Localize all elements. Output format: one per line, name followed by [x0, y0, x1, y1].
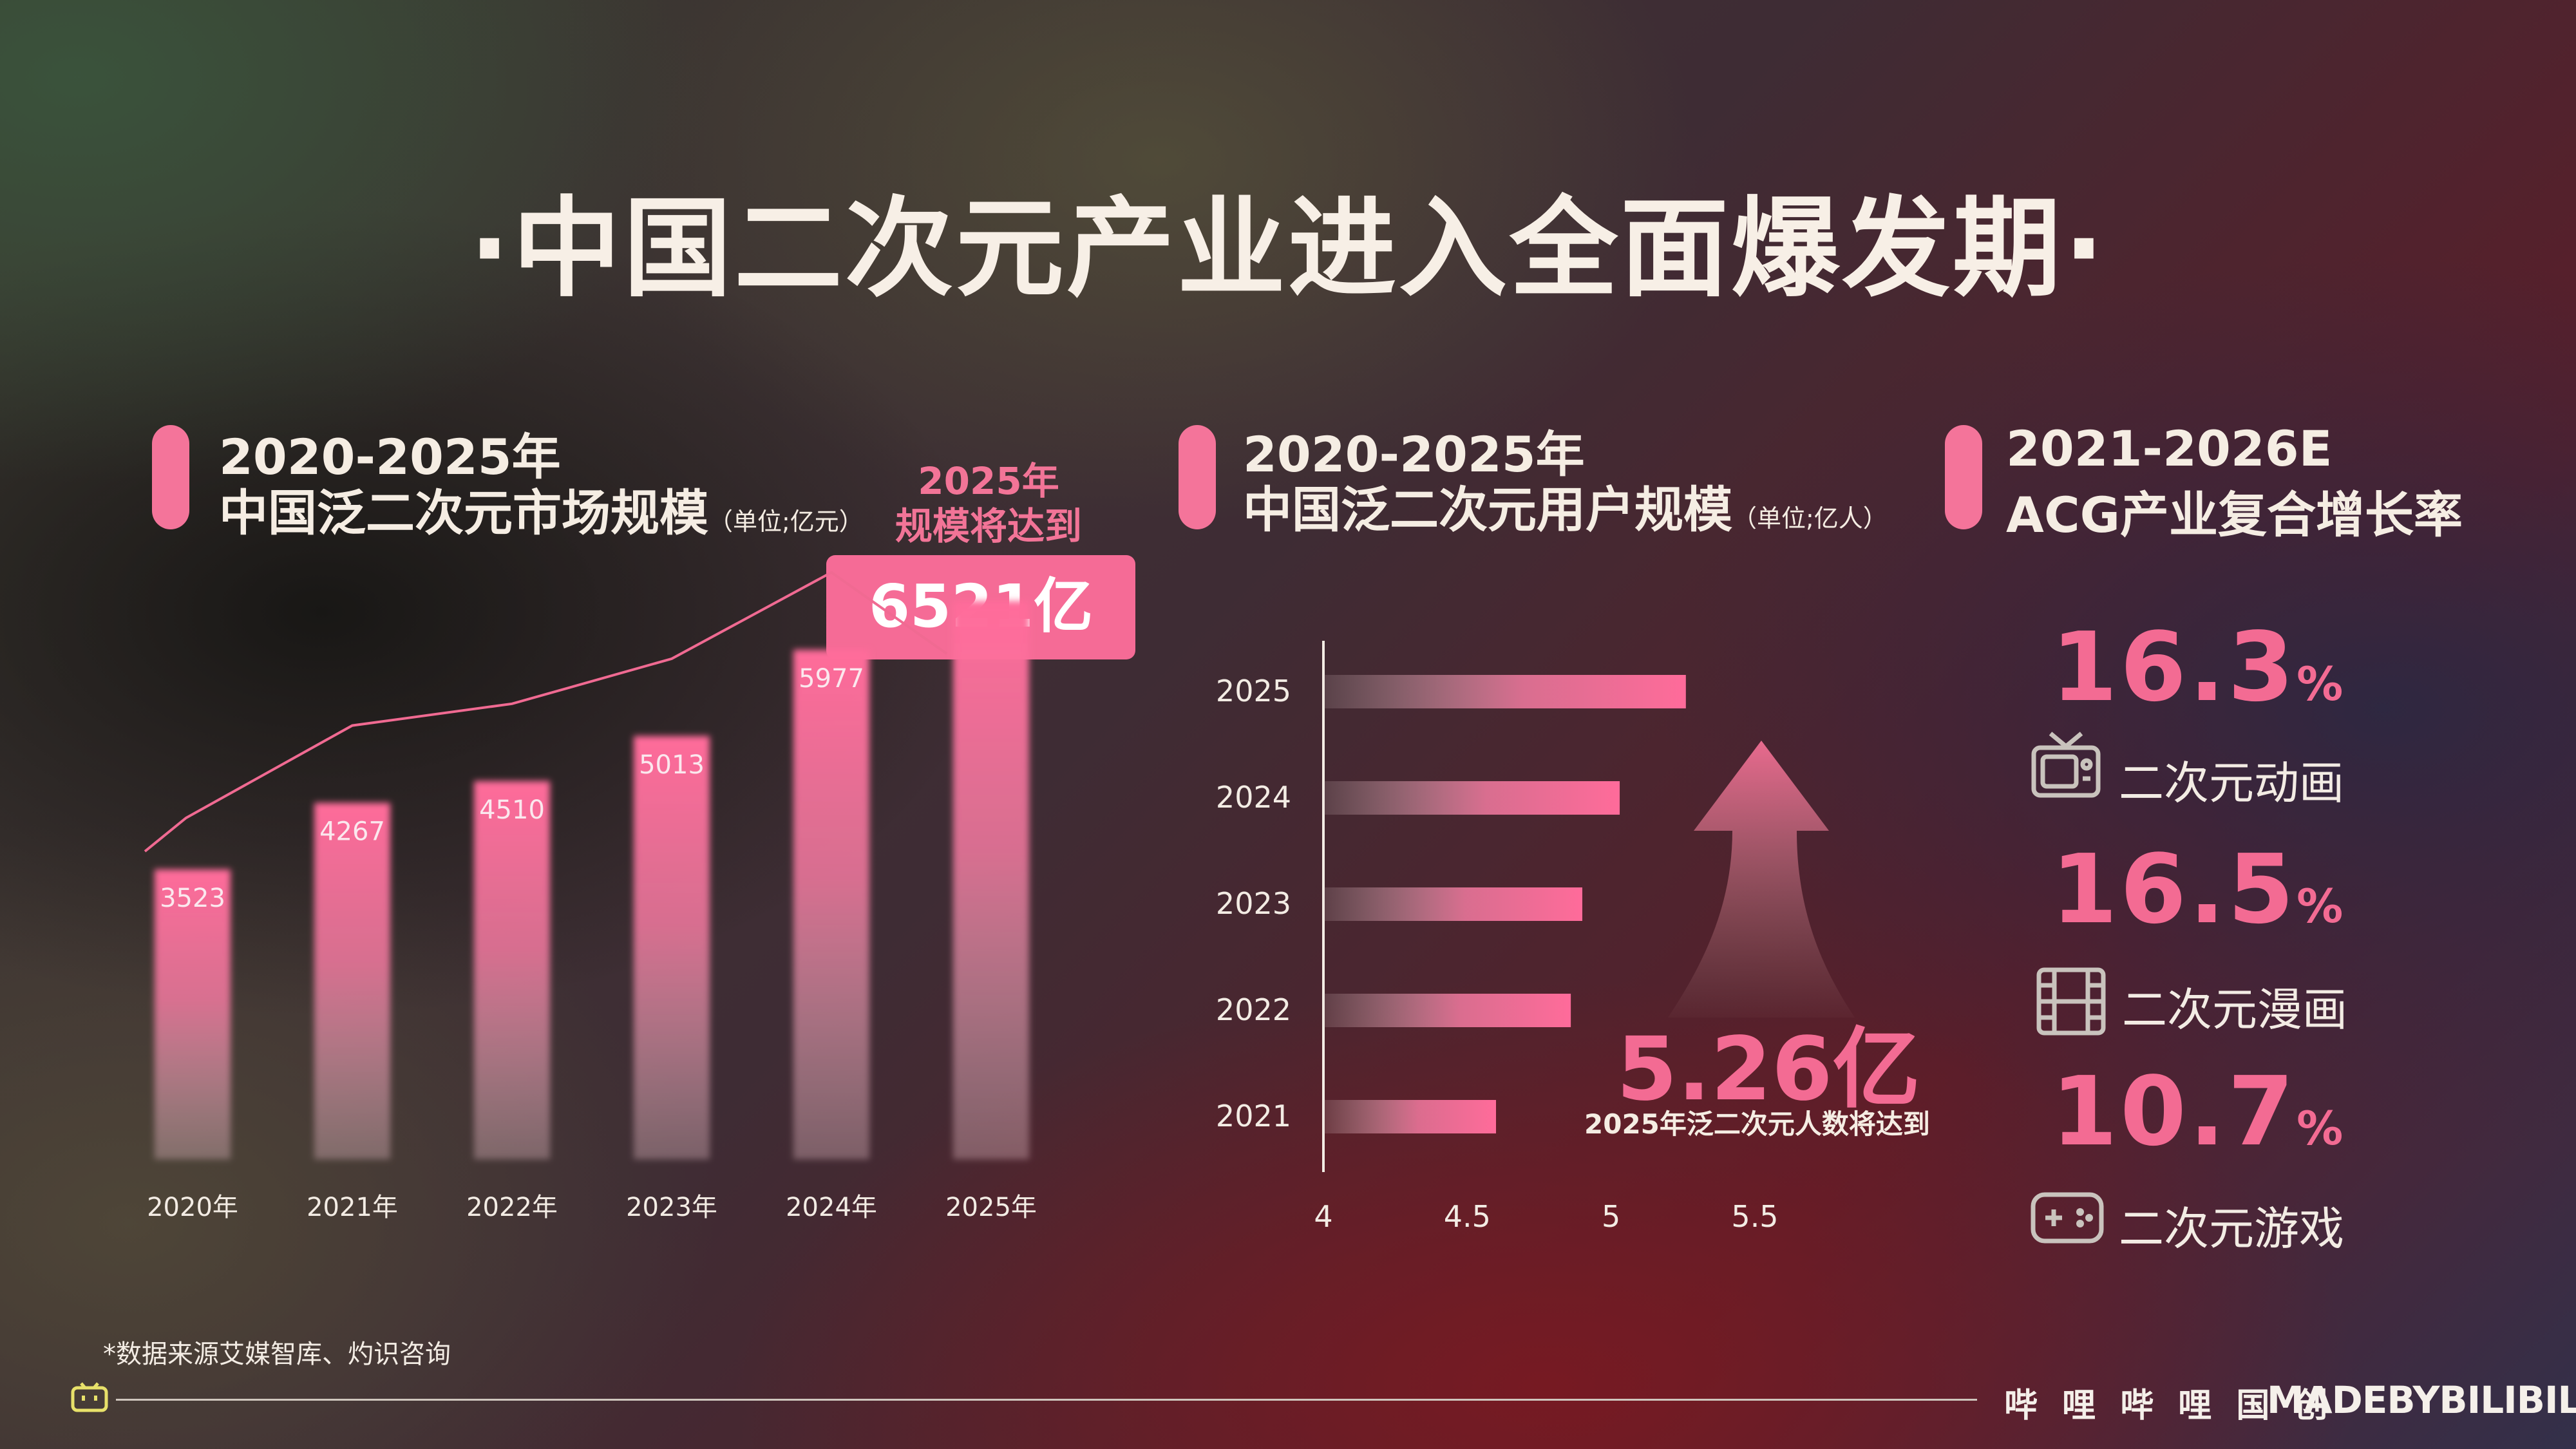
- section1-years: 2020-2025年: [219, 428, 561, 486]
- source-note: *数据来源艾媒智库、灼识咨询: [103, 1340, 451, 1369]
- gamepad-icon: [2030, 1191, 2105, 1244]
- rate-label: 二次元动画: [2119, 757, 2344, 810]
- x-tick-label: 4: [1314, 1199, 1332, 1234]
- bar-value-label: 4510: [479, 795, 545, 825]
- x-tick-label: 2022年: [466, 1193, 558, 1222]
- rate-percent: %: [2297, 1101, 2346, 1155]
- section2-unit: （单位;亿人）: [1732, 504, 1888, 533]
- x-tick-label: 2024年: [786, 1193, 877, 1222]
- trend-line: [144, 571, 948, 853]
- x-tick-label: 5.5: [1731, 1199, 1778, 1234]
- tv-icon: [2030, 731, 2102, 802]
- bar-value-label: 5013: [639, 750, 705, 780]
- x-tick-label: 2023年: [626, 1193, 717, 1222]
- section1-heading: 中国泛二次元市场规模（单位;亿元）: [219, 473, 864, 544]
- rate-number: 16.3: [2051, 612, 2297, 723]
- bar: [474, 781, 550, 1159]
- market-callout-year: 2025年: [918, 459, 1059, 503]
- footer-divider: [116, 1399, 1977, 1401]
- bar: [314, 802, 390, 1159]
- section-marker: [152, 425, 189, 529]
- rate-label: 二次元漫画: [2122, 983, 2347, 1036]
- bar: [1323, 781, 1620, 815]
- y-tick-label: 2023: [1216, 886, 1291, 921]
- bilibili-tv-icon: [71, 1381, 108, 1412]
- page-title: ·中国二次元产业进入全面爆发期·: [469, 185, 2107, 312]
- bar: [793, 649, 869, 1159]
- rate-percent: %: [2297, 879, 2346, 933]
- section1-heading-text: 中国泛二次元市场规模: [219, 484, 708, 542]
- footer-brand-cn: 哔 哩 哔 哩 国 创: [2004, 1387, 2334, 1425]
- rate-number: 10.7: [2051, 1056, 2297, 1167]
- bar: [1323, 887, 1582, 921]
- users-callout-caption: 2025年泛二次元人数将达到: [1584, 1108, 1930, 1140]
- section2-heading: 中国泛二次元用户规模（单位;亿人）: [1243, 470, 1888, 541]
- x-tick-label: 5: [1602, 1199, 1620, 1234]
- y-tick-label: 2021: [1216, 1099, 1291, 1133]
- rate-number: 16.5: [2051, 834, 2297, 945]
- bar: [953, 601, 1029, 1159]
- bar: [1323, 1100, 1496, 1133]
- film-icon: [2035, 966, 2107, 1037]
- x-tick-label: 2025年: [945, 1193, 1037, 1222]
- section-marker: [1945, 425, 1982, 529]
- growth-arrow: [1668, 741, 1855, 1018]
- y-tick-label: 2024: [1216, 780, 1291, 815]
- users-callout-value: 5.26亿: [1616, 1019, 1920, 1121]
- market-callout-text: 规模将达到: [895, 504, 1082, 548]
- bar-value-label: 5977: [799, 664, 864, 694]
- rate-percent: %: [2297, 657, 2346, 711]
- bar-value-label: 3523: [160, 884, 225, 913]
- bar-value-label: 4267: [319, 817, 385, 847]
- bar: [634, 735, 710, 1159]
- bar: [1323, 675, 1686, 708]
- section3-years: 2021-2026E: [2006, 420, 2333, 477]
- section1-unit: （单位;亿元）: [708, 507, 864, 536]
- rate-value: 16.5%: [2051, 834, 2345, 945]
- bar: [1323, 994, 1571, 1027]
- section-marker: [1179, 425, 1216, 529]
- bar: [155, 869, 231, 1159]
- y-tick-label: 2025: [1216, 674, 1291, 708]
- x-tick-label: 2021年: [307, 1193, 398, 1222]
- section3-heading: ACG产业复合增长率: [2006, 486, 2463, 544]
- section2-years: 2020-2025年: [1243, 426, 1585, 483]
- footer-brand: 哔 哩 哔 哩 国 创: [2004, 1378, 2334, 1426]
- x-tick-label: 2020年: [147, 1193, 238, 1222]
- rate-label: 二次元游戏: [2119, 1202, 2344, 1255]
- footer-brand-en: MADEBYBILIBILI: [2267, 1378, 2576, 1422]
- section2-heading-text: 中国泛二次元用户规模: [1243, 481, 1732, 538]
- rate-value: 10.7%: [2051, 1056, 2345, 1167]
- rate-value: 16.3%: [2051, 612, 2345, 723]
- x-tick-label: 4.5: [1444, 1199, 1491, 1234]
- y-tick-label: 2022: [1216, 992, 1291, 1027]
